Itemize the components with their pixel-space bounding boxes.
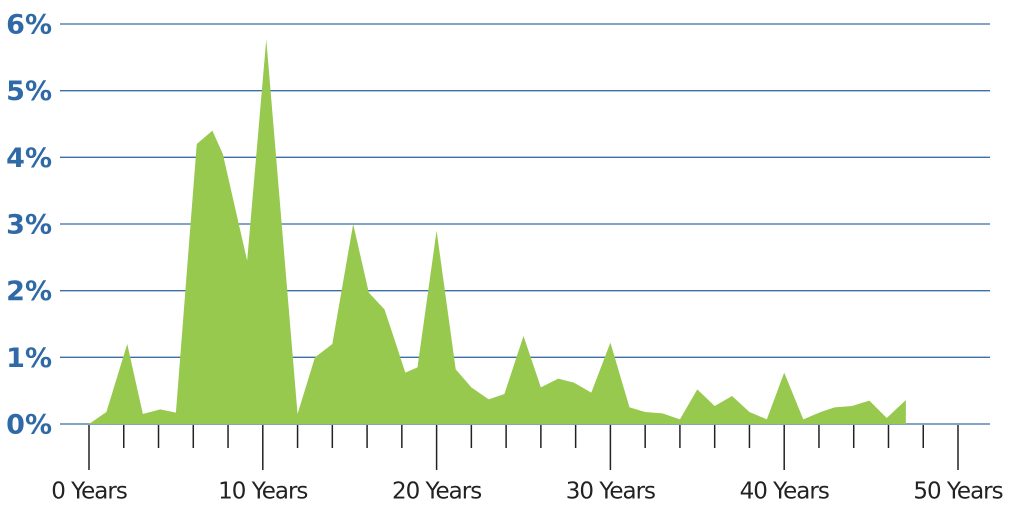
- y-tick-label: 4%: [6, 143, 52, 174]
- area: [89, 39, 906, 424]
- x-tick-label: 30 Years: [566, 479, 655, 505]
- y-tick-label: 0%: [6, 410, 52, 441]
- x-tick-label: 10 Years: [218, 479, 307, 505]
- y-tick-label: 6%: [6, 10, 52, 41]
- x-tick-label: 50 Years: [913, 479, 1002, 505]
- x-tick-label: 0 Years: [51, 479, 127, 505]
- x-tick-label: 40 Years: [740, 479, 829, 505]
- x-tick-label: 20 Years: [392, 479, 481, 505]
- y-tick-label: 1%: [6, 343, 52, 374]
- y-tick-label: 3%: [6, 210, 52, 241]
- y-tick-label: 5%: [6, 76, 52, 107]
- y-tick-label: 2%: [6, 276, 52, 307]
